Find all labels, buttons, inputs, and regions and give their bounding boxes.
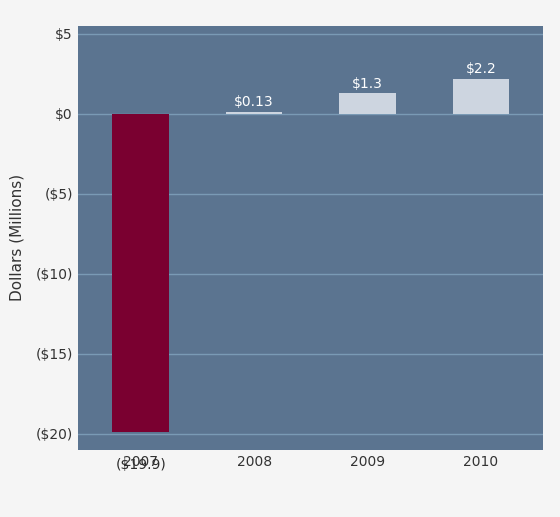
Bar	[113, 114, 169, 432]
Bar	[226, 112, 282, 114]
Text: $1.3: $1.3	[352, 77, 383, 90]
Bar	[339, 93, 396, 114]
Text: ($19.9): ($19.9)	[115, 458, 166, 472]
Text: $2.2: $2.2	[465, 62, 496, 76]
Bar	[452, 79, 509, 114]
Text: $0.13: $0.13	[234, 95, 274, 110]
Y-axis label: Dollars (Millions): Dollars (Millions)	[10, 174, 24, 301]
